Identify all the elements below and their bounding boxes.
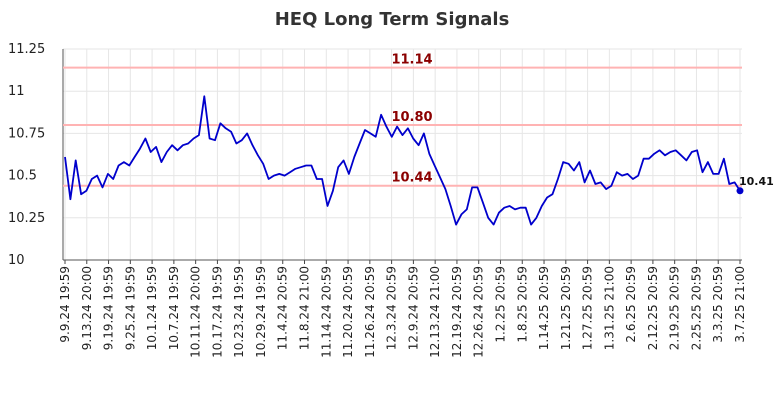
x-tick-label: 12.9.24 20:59 [406, 266, 420, 350]
x-tick-label: 1.27.25 20:59 [581, 266, 595, 350]
last-value-marker [736, 187, 744, 195]
series-layer [64, 95, 744, 226]
x-tick-label: 10.17.24 19:59 [210, 266, 224, 358]
x-tick-label: 9.25.24 19:59 [123, 266, 137, 350]
x-tick-label: 12.13.24 21:00 [428, 266, 442, 358]
horizontal-signal-lines [63, 66, 742, 187]
x-tick-label: 2.19.25 20:59 [668, 266, 682, 350]
signal-line-label: 10.44 [391, 171, 432, 186]
y-tick-label: 11.25 [8, 42, 45, 57]
x-tick-label: 10.7.24 19:59 [167, 266, 181, 350]
x-tick-label: 10.11.24 20:00 [189, 266, 203, 358]
x-tick-label: 1.2.25 20:59 [493, 266, 507, 343]
x-tick-label: 9.9.24 19:59 [58, 266, 72, 343]
x-tick-label: 1.14.25 20:59 [537, 266, 551, 350]
x-tick-label: 11.14.24 20:59 [319, 266, 333, 358]
x-tick-label: 11.8.24 21:00 [298, 266, 312, 350]
x-tick-label: 3.3.25 20:59 [711, 266, 725, 343]
x-tick-label: 12.3.24 20:59 [385, 266, 399, 350]
signal-line-label: 10.80 [391, 110, 432, 125]
x-tick-label: 9.19.24 19:59 [102, 266, 116, 350]
y-tick-label: 10 [8, 253, 25, 268]
signal-line-label: 11.14 [391, 53, 432, 68]
x-tick-label: 2.25.25 20:59 [689, 266, 703, 350]
price-series-line [64, 95, 741, 226]
y-tick-label: 10.75 [8, 126, 45, 141]
y-tick-label: 10.5 [8, 169, 37, 184]
grid [63, 48, 742, 261]
x-tick-label: 12.19.24 20:59 [450, 266, 464, 358]
x-tick-label: 3.7.25 21:00 [733, 266, 747, 343]
x-tick-label: 11.20.24 20:59 [341, 266, 355, 358]
label-layer: 11.14 10.80 10.44 10.41 [391, 53, 773, 188]
y-tick-label: 11 [8, 84, 25, 99]
x-tick-label: 11.4.24 20:59 [276, 266, 290, 350]
x-tick-label: 12.26.24 20:59 [472, 266, 486, 358]
x-tick-label: 10.1.24 19:59 [145, 266, 159, 350]
chart-title: HEQ Long Term Signals [275, 9, 510, 30]
y-tick-label: 10.25 [8, 211, 45, 226]
x-tick-label: 10.29.24 19:59 [254, 266, 268, 358]
x-tick-label: 2.6.25 20:59 [624, 266, 638, 343]
x-tick-label: 10.23.24 19:59 [232, 266, 246, 358]
x-tick-label: 1.21.25 20:59 [559, 266, 573, 350]
axes: 10 10.25 10.5 10.75 11 11.25 9.9.24 19:59 9.13.… [8, 42, 747, 358]
x-tick-label: 2.12.25 20:59 [646, 266, 660, 350]
x-tick-label: 9.13.24 20:00 [80, 266, 94, 350]
x-tick-label: 1.31.25 21:00 [602, 266, 616, 350]
last-value-label: 10.41 [739, 175, 774, 188]
x-tick-label: 1.8.25 20:59 [515, 266, 529, 343]
x-tick-label: 11.26.24 20:59 [363, 266, 377, 358]
